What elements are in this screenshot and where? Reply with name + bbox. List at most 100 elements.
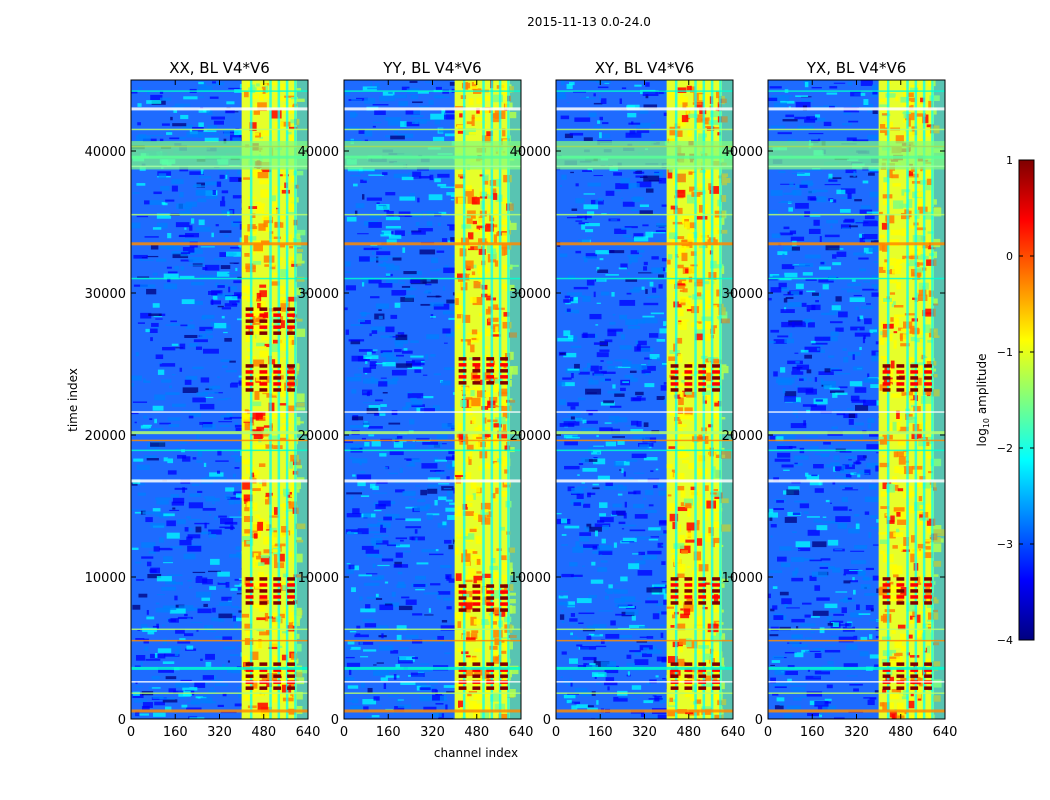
heatmap-cell xyxy=(478,217,486,225)
heatmap-cell xyxy=(222,636,233,641)
flag-line xyxy=(131,439,308,442)
heatmap-cell xyxy=(781,598,792,605)
heatmap-cell xyxy=(394,131,398,134)
heatmap-cell xyxy=(591,561,596,566)
heatmap-cell xyxy=(577,397,586,401)
heatmap-cell xyxy=(431,257,439,264)
heatmap-cell xyxy=(197,96,204,98)
heatmap-cell xyxy=(831,657,834,660)
heatmap-cell xyxy=(864,469,871,475)
flag-line xyxy=(344,709,521,713)
heatmap-cell xyxy=(242,480,252,490)
heatmap-cell xyxy=(148,686,153,690)
heatmap-cell xyxy=(131,375,142,381)
heatmap-cell xyxy=(613,172,623,176)
heatmap-cell xyxy=(231,668,248,674)
heatmap-cell xyxy=(435,693,443,696)
heatmap-cell xyxy=(661,561,666,565)
heatmap-cell xyxy=(423,291,431,294)
heatmap-cell xyxy=(445,704,448,711)
heatmap-cell xyxy=(287,677,292,681)
heatmap-cell xyxy=(562,377,572,380)
heatmap-cell xyxy=(210,558,220,565)
heatmap-cell xyxy=(383,379,398,385)
heatmap-cell xyxy=(690,442,697,450)
heatmap-cell xyxy=(651,267,663,274)
heatmap-cell xyxy=(622,201,635,207)
heatmap-cell xyxy=(189,343,198,347)
heatmap-cell xyxy=(397,133,414,138)
heatmap-cell xyxy=(870,92,880,98)
heatmap-cell xyxy=(663,593,669,600)
heatmap-cell xyxy=(476,704,480,712)
heatmap-cell xyxy=(793,455,809,460)
heatmap-cell xyxy=(566,292,582,296)
heatmap-cell xyxy=(380,527,387,533)
heatmap-cell xyxy=(368,222,382,228)
heatmap-cell xyxy=(385,513,400,520)
heatmap-cell xyxy=(658,177,667,184)
heatmap-cell xyxy=(265,495,272,505)
heatmap-cell xyxy=(566,699,572,704)
heatmap-cell xyxy=(381,633,384,639)
heatmap-cell xyxy=(615,613,632,616)
heatmap-cell xyxy=(271,717,283,719)
heatmap-cell xyxy=(643,104,658,109)
hot-block xyxy=(684,686,693,690)
heatmap-cell xyxy=(437,173,450,178)
heatmap-cell xyxy=(712,466,716,473)
heatmap-cell xyxy=(165,199,175,202)
hot-block xyxy=(472,590,481,594)
heatmap-cell xyxy=(195,248,203,254)
channel-stripe xyxy=(507,80,510,719)
heatmap-cell xyxy=(713,678,718,682)
heatmap-cell xyxy=(799,215,804,219)
heatmap-cell xyxy=(383,209,390,212)
heatmap-cell xyxy=(397,332,405,335)
heatmap-cell xyxy=(860,636,868,641)
heatmap-cell xyxy=(585,229,594,233)
heatmap-cell xyxy=(212,82,225,86)
heatmap-cell xyxy=(261,168,272,173)
heatmap-cell xyxy=(631,615,636,621)
heatmap-cell xyxy=(717,699,727,706)
heatmap-cell xyxy=(422,441,439,445)
heatmap-cell xyxy=(150,245,159,250)
heatmap-cell xyxy=(564,133,573,139)
heatmap-cell xyxy=(647,360,651,367)
heatmap-cell xyxy=(599,349,610,352)
heatmap-cell xyxy=(835,296,842,302)
heatmap-cell xyxy=(149,418,153,421)
heatmap-cell xyxy=(644,383,655,388)
flag-line xyxy=(131,709,308,713)
flag-line xyxy=(131,107,308,111)
heatmap-cell xyxy=(395,334,408,341)
heatmap-cell xyxy=(379,645,394,651)
heatmap-cell xyxy=(856,520,859,527)
heatmap-cell xyxy=(659,328,672,334)
heatmap-cell xyxy=(899,203,908,208)
heatmap-cell xyxy=(475,442,481,451)
heatmap-cell xyxy=(580,457,589,463)
heatmap-cell xyxy=(899,514,909,522)
heatmap-cell xyxy=(356,474,372,481)
heatmap-cell xyxy=(853,461,862,465)
heatmap-cell xyxy=(625,239,635,244)
heatmap-cell xyxy=(620,576,628,582)
heatmap-cell xyxy=(571,372,574,379)
heatmap-cell xyxy=(681,252,688,262)
heatmap-cell xyxy=(450,240,456,243)
heatmap-cell xyxy=(633,233,644,238)
heatmap-cell xyxy=(646,649,663,654)
heatmap-cell xyxy=(379,95,395,102)
heatmap-cell xyxy=(792,366,801,372)
heatmap-cell xyxy=(448,544,454,550)
heatmap-cell xyxy=(212,190,216,196)
heatmap-cell xyxy=(656,603,664,606)
heatmap-cell xyxy=(179,539,192,546)
x-tick-label: 640 xyxy=(296,725,321,740)
heatmap-cell xyxy=(499,89,508,96)
heatmap-cell xyxy=(599,427,613,433)
heatmap-cell xyxy=(468,657,479,663)
heatmap-cell xyxy=(412,101,423,104)
